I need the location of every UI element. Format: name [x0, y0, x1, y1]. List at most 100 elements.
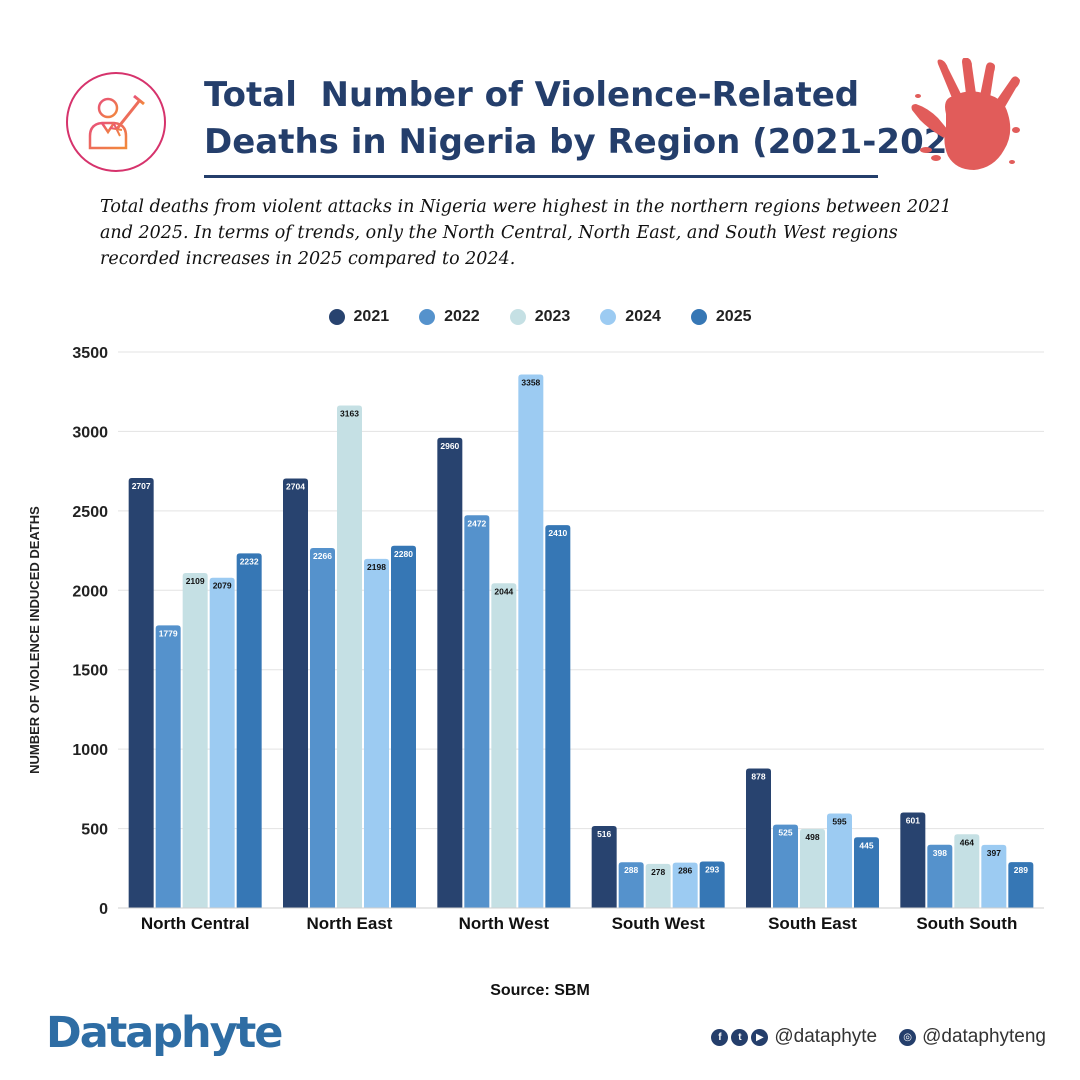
chart-legend: 2021 2022 2023 2024 2025	[0, 308, 1080, 326]
twitter-icon[interactable]: t	[731, 1028, 749, 1046]
bar-value-label: 595	[832, 816, 846, 826]
bar-value-label: 398	[933, 848, 947, 858]
bar	[927, 844, 953, 908]
bar	[391, 545, 416, 908]
bar	[182, 572, 208, 908]
bar	[981, 844, 1007, 908]
bar	[645, 863, 671, 908]
y-tick-label: 1000	[72, 742, 108, 759]
youtube-icon[interactable]: ▶	[751, 1028, 769, 1046]
bar-value-label: 498	[805, 832, 819, 842]
bar-value-label: 2704	[286, 481, 305, 491]
legend-item: 2021	[328, 308, 390, 326]
bar	[283, 478, 308, 908]
legend-label: 2025	[715, 308, 752, 325]
y-tick-label: 0	[99, 901, 108, 918]
bar	[699, 861, 725, 908]
bar-value-label: 2079	[213, 581, 232, 591]
y-tick-label: 2000	[72, 583, 108, 600]
bar	[491, 583, 517, 908]
bar-value-label: 445	[859, 840, 873, 850]
bar-value-label: 2109	[186, 576, 205, 586]
legend-label: 2022	[444, 308, 480, 325]
bar	[854, 837, 879, 908]
y-axis-label: NUMBER OF VIOLENCE INDUCED DEATHS	[27, 506, 42, 774]
x-category-label: North West	[459, 914, 550, 933]
legend-swatch	[600, 309, 617, 325]
legend-item: 2025	[690, 308, 752, 326]
bar-value-label: 2198	[367, 562, 386, 572]
bar	[209, 577, 235, 908]
bar	[155, 625, 181, 908]
y-tick-label: 500	[81, 822, 108, 839]
bar-value-label: 286	[678, 866, 692, 876]
brand-logo: Dataphyte	[46, 1008, 283, 1058]
bar	[746, 768, 771, 908]
y-tick-label: 3500	[72, 345, 108, 362]
bar-value-label: 2472	[467, 518, 486, 528]
bar-value-label: 2232	[240, 556, 259, 566]
bar-value-label: 601	[906, 816, 920, 826]
y-tick-label: 2500	[72, 504, 108, 521]
bar-value-label: 2707	[132, 481, 151, 491]
y-tick-label: 3000	[72, 424, 108, 441]
bar-value-label: 278	[651, 867, 665, 877]
bar	[518, 374, 544, 908]
bar	[128, 477, 154, 908]
bar-value-label: 3163	[340, 409, 359, 419]
legend-item: 2022	[419, 308, 480, 326]
facebook-icon[interactable]: f	[711, 1028, 729, 1046]
violence-victim-icon	[66, 72, 166, 172]
legend-swatch	[509, 309, 526, 325]
x-category-label: South East	[768, 914, 857, 933]
bar-value-label: 293	[705, 864, 719, 874]
legend-label: 2021	[353, 308, 390, 325]
legend-label: 2023	[534, 308, 571, 325]
legend-swatch	[690, 309, 707, 325]
instagram-icon[interactable]: ◎	[899, 1028, 917, 1046]
bar	[364, 558, 389, 908]
source-note: Source: SBM	[490, 982, 590, 999]
chart-subtitle: Total deaths from violent attacks in Nig…	[100, 197, 952, 269]
bar-value-label: 289	[1014, 865, 1028, 875]
bar	[618, 862, 644, 908]
bar	[437, 437, 463, 908]
x-category-label: North Central	[141, 914, 250, 933]
bar-value-label: 878	[751, 772, 765, 782]
bar-value-label: 2410	[548, 528, 567, 538]
bar-chart: 0 500 1000 1500 2000 2500 3000 3500 NUMBER OF VI…	[27, 345, 1044, 933]
legend-item: 2023	[509, 308, 571, 326]
bar	[954, 834, 980, 908]
bar	[236, 553, 262, 908]
bar-value-label: 2044	[494, 586, 513, 596]
bar-value-label: 516	[597, 829, 611, 839]
bar	[672, 862, 698, 908]
bar	[1008, 862, 1034, 908]
legend-label: 2024	[625, 308, 661, 325]
bar	[800, 828, 825, 908]
handle-primary[interactable]: @dataphyte	[774, 1026, 878, 1047]
bar-value-label: 2266	[313, 551, 332, 561]
bar-value-label: 2960	[440, 441, 459, 451]
bar	[773, 824, 798, 908]
bar-value-label: 1779	[159, 628, 178, 638]
bar-value-label: 3358	[521, 378, 540, 388]
bar-value-label: 2280	[394, 549, 413, 559]
bar	[900, 812, 926, 908]
social-handles: f t ▶ @dataphyte ◎ @dataphyteng	[711, 1026, 1046, 1048]
handle-secondary[interactable]: @dataphyteng	[922, 1026, 1046, 1047]
x-category-label: South South	[916, 914, 1017, 933]
bar	[591, 826, 617, 908]
legend-item: 2024	[600, 308, 661, 326]
bar	[464, 515, 490, 908]
bar-value-label: 397	[987, 848, 1001, 858]
legend-swatch	[328, 309, 345, 325]
bar	[827, 813, 852, 908]
legend-swatch	[419, 309, 436, 325]
bar-value-label: 288	[624, 865, 638, 875]
bar	[337, 405, 362, 908]
bar	[310, 548, 335, 908]
x-category-label: South West	[612, 914, 706, 933]
x-category-label: North East	[307, 914, 393, 933]
bloody-hand-icon	[911, 58, 1020, 170]
